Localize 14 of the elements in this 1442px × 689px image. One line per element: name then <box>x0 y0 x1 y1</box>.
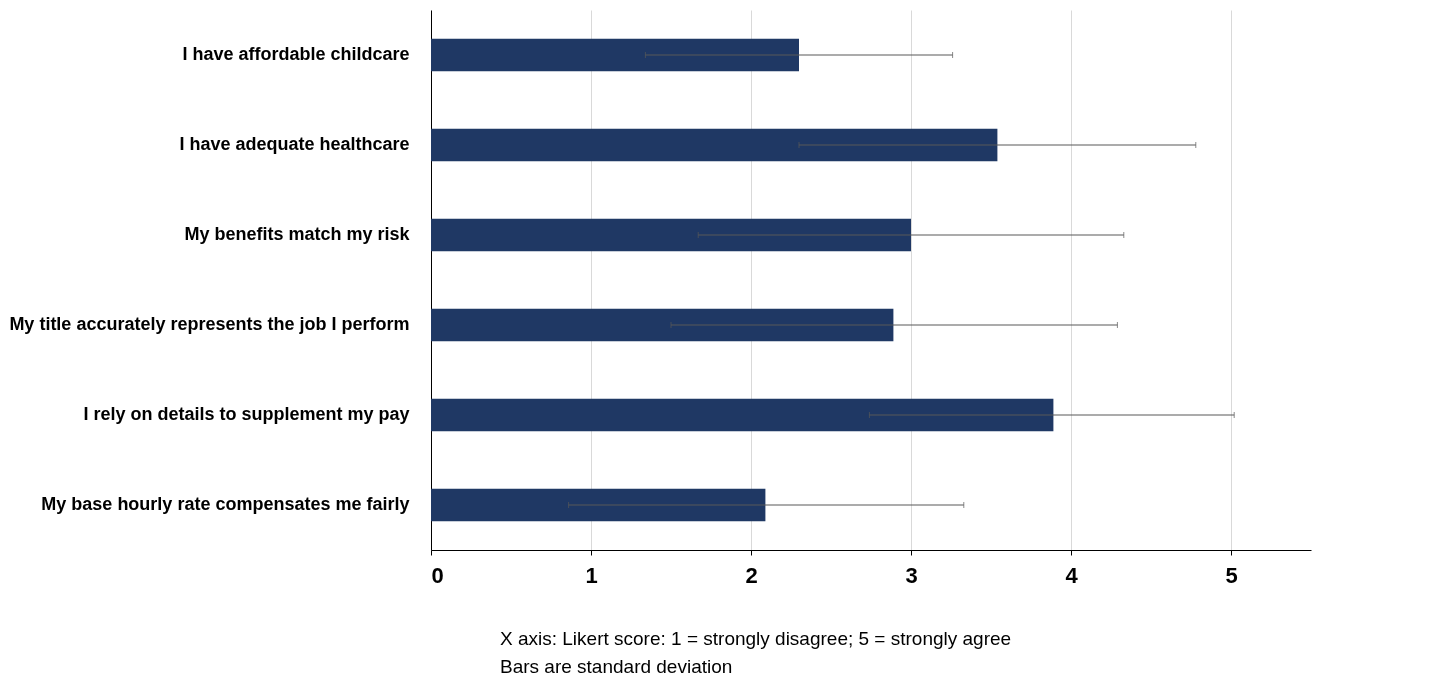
y-tick-label: My title accurately represents the job I perform <box>9 314 410 334</box>
x-tick-label: 4 <box>1065 562 1079 588</box>
text: Bars are standard deviation <box>500 655 734 679</box>
y-tick-label: I have affordable childcare <box>182 44 410 64</box>
y-tick-label: I rely on details to supplement my pay <box>83 404 410 424</box>
x-tick-label: 5 <box>1225 562 1238 588</box>
y-tick-label: My base hourly rate compensates me fairly <box>41 494 410 514</box>
text: X axis: Likert score: 1 = strongly disagree; 5 = strongly agree <box>500 627 1012 651</box>
x-tick-label: 3 <box>905 562 918 588</box>
y-tick-label: My benefits match my risk <box>184 224 411 244</box>
y-tick-label: I have adequate healthcare <box>179 134 410 154</box>
x-tick-label: 0 <box>431 562 444 588</box>
x-tick-label: 1 <box>585 562 598 588</box>
x-tick-label: 2 <box>745 562 758 588</box>
